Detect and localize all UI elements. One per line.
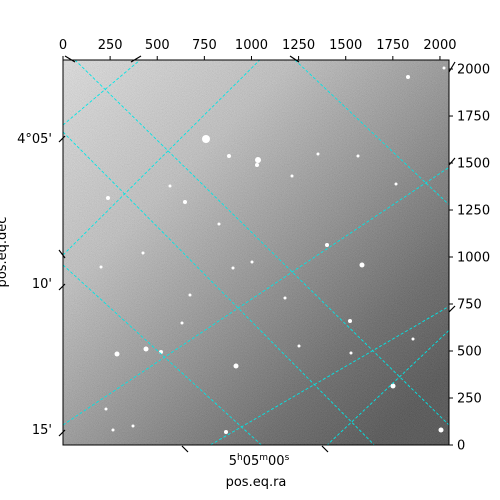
star <box>406 75 410 79</box>
sky-noise <box>63 60 449 445</box>
grid-line <box>63 264 263 445</box>
x-tick-label: 1500 <box>329 38 362 53</box>
star <box>227 154 231 158</box>
star <box>297 344 301 348</box>
world-tick-mark <box>289 55 300 63</box>
y-tick-label: 500 <box>457 345 482 360</box>
grid-line <box>63 166 449 426</box>
ra-tick-label: 5h05m00s <box>229 453 290 469</box>
world-tick-mark <box>448 61 456 73</box>
star <box>99 265 103 269</box>
star <box>438 427 444 433</box>
world-tick-mark <box>58 249 66 259</box>
star <box>349 351 353 355</box>
y-tick-label: 750 <box>457 298 482 313</box>
star <box>290 174 294 178</box>
x-axis-label: pos.eq.ra <box>226 475 287 490</box>
world-tick-mark <box>58 135 66 143</box>
y-tick-label: 1750 <box>457 110 490 125</box>
x-tick-label: 250 <box>98 38 123 53</box>
x-tick-label: 1750 <box>376 38 409 53</box>
star <box>114 351 120 357</box>
world-tick-mark <box>448 157 456 166</box>
plot-frame <box>62 59 450 446</box>
star <box>348 319 352 323</box>
x-tick-label: 750 <box>192 38 217 53</box>
y-tick-label: 250 <box>457 392 482 407</box>
world-tick-mark <box>130 55 142 63</box>
star <box>442 66 446 70</box>
world-tick-mark <box>58 283 66 291</box>
world-tick-mark <box>58 429 66 437</box>
world-tick-mark <box>64 55 76 63</box>
x-tick-label: 0 <box>59 38 67 53</box>
world-axes: 4°05' 10' 15' 5h05m00s <box>17 55 456 469</box>
coordinate-grid <box>63 60 449 445</box>
star <box>325 243 329 247</box>
star <box>283 296 287 300</box>
y-tick-label: 1000 <box>457 251 490 266</box>
star <box>250 260 254 264</box>
star <box>316 152 320 156</box>
star <box>104 407 108 411</box>
star <box>180 321 184 325</box>
star <box>183 200 187 204</box>
stars <box>99 66 446 434</box>
star <box>356 154 360 158</box>
grid-line <box>326 329 449 445</box>
star <box>231 266 235 270</box>
star <box>131 424 135 428</box>
star <box>394 182 398 186</box>
pixel-x-axis: 0 250 500 750 1000 1250 1500 1750 2000 <box>59 38 457 60</box>
world-tick-mark <box>448 305 456 313</box>
star <box>390 383 396 389</box>
star <box>111 428 115 432</box>
star <box>255 163 259 167</box>
sky-image <box>63 60 449 445</box>
grid-line <box>294 60 449 206</box>
star <box>217 222 221 226</box>
star <box>106 196 110 200</box>
dec-tick-label: 15' <box>32 423 52 438</box>
x-tick-label: 500 <box>145 38 170 53</box>
world-tick-mark <box>321 445 329 453</box>
star <box>224 430 228 434</box>
y-axis-label: pos.eq.dec <box>0 217 10 288</box>
star <box>233 363 239 369</box>
star <box>359 262 365 268</box>
y-tick-label: 2000 <box>457 63 490 78</box>
y-tick-label: 0 <box>457 439 465 454</box>
star <box>143 346 149 352</box>
pixel-y-axis: 0 250 500 750 1000 1250 1500 1750 2000 <box>449 63 490 454</box>
star <box>168 184 172 188</box>
star <box>141 251 145 255</box>
grid-line <box>63 60 261 256</box>
world-tick-mark <box>181 445 189 453</box>
star <box>255 157 261 163</box>
y-tick-label: 1250 <box>457 204 490 219</box>
star <box>188 293 192 297</box>
x-tick-label: 1000 <box>235 38 268 53</box>
grid-line <box>63 131 376 445</box>
star <box>411 337 415 341</box>
star <box>202 135 210 143</box>
grid-line <box>74 60 449 426</box>
dec-tick-label: 10' <box>32 277 52 292</box>
x-tick-label: 2000 <box>423 38 456 53</box>
dec-tick-label: 4°05' <box>17 132 52 147</box>
grid-line <box>63 60 141 126</box>
x-tick-label: 1250 <box>282 38 315 53</box>
y-tick-label: 1500 <box>457 157 490 172</box>
